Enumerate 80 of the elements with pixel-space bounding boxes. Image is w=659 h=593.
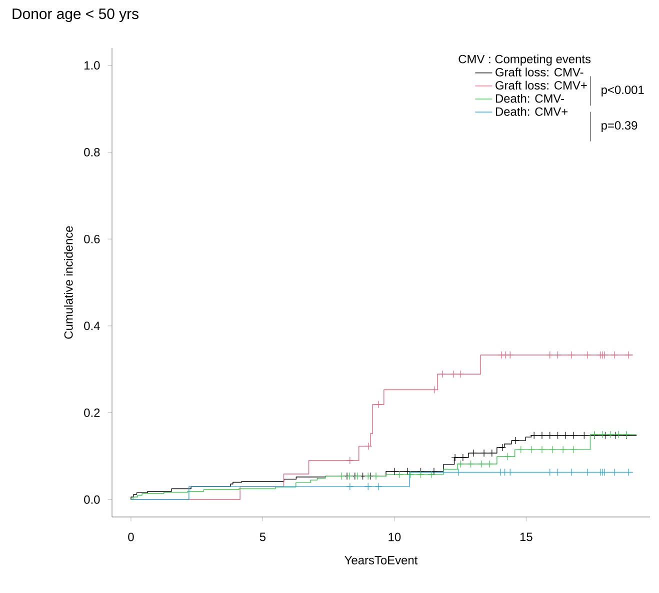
y-tick-label: 0.8 bbox=[84, 148, 100, 156]
point bbox=[485, 460, 494, 468]
point bbox=[530, 432, 538, 440]
point bbox=[598, 430, 606, 438]
point bbox=[406, 470, 414, 478]
point bbox=[346, 456, 354, 464]
point bbox=[480, 449, 488, 457]
annotation: p<0.001 bbox=[602, 86, 644, 96]
point bbox=[568, 351, 576, 359]
point bbox=[584, 351, 592, 359]
point bbox=[554, 432, 562, 440]
point bbox=[374, 482, 382, 490]
x-tick-label: 0 bbox=[128, 532, 134, 542]
point bbox=[396, 470, 404, 478]
point bbox=[546, 351, 554, 359]
point bbox=[580, 432, 588, 440]
point bbox=[614, 430, 622, 438]
point bbox=[562, 432, 570, 440]
point bbox=[548, 446, 556, 454]
point bbox=[346, 482, 354, 490]
point bbox=[450, 370, 458, 378]
point bbox=[517, 446, 525, 454]
point bbox=[374, 400, 382, 408]
point bbox=[364, 442, 372, 450]
y-axis-title: Cumulative incidence bbox=[64, 226, 73, 339]
point bbox=[610, 351, 618, 359]
point bbox=[430, 468, 438, 476]
y-tick-label: 1.0 bbox=[84, 61, 100, 70]
point bbox=[364, 472, 372, 480]
y-tick-label: 0.2 bbox=[84, 408, 100, 417]
point bbox=[346, 472, 354, 480]
point bbox=[528, 446, 536, 454]
point bbox=[338, 472, 346, 480]
x-tick-label: 5 bbox=[260, 532, 266, 542]
point bbox=[470, 449, 478, 457]
y-tick-label: 0.4 bbox=[84, 322, 100, 330]
point bbox=[502, 351, 510, 359]
point bbox=[598, 351, 606, 359]
point bbox=[416, 470, 425, 478]
point bbox=[504, 452, 512, 460]
point bbox=[538, 432, 546, 440]
point bbox=[372, 472, 380, 480]
chart-title: Donor age < 50 yrs bbox=[12, 8, 138, 22]
x-tick-label: 15 bbox=[520, 532, 532, 542]
point bbox=[467, 460, 475, 468]
y-tick-label: 0.0 bbox=[84, 495, 100, 504]
point bbox=[456, 370, 464, 378]
point bbox=[559, 446, 567, 454]
point bbox=[612, 432, 620, 440]
point bbox=[554, 351, 562, 359]
point bbox=[364, 482, 372, 490]
point bbox=[488, 449, 496, 457]
x-tick-label: 10 bbox=[388, 532, 401, 542]
point bbox=[498, 444, 506, 452]
point bbox=[354, 472, 362, 480]
legend-label: Death: CMV- bbox=[496, 94, 564, 103]
point bbox=[478, 460, 486, 468]
point bbox=[570, 432, 578, 440]
point bbox=[506, 351, 514, 359]
point bbox=[606, 430, 614, 438]
point bbox=[428, 470, 436, 478]
point bbox=[570, 446, 578, 454]
point bbox=[404, 468, 412, 476]
point bbox=[459, 454, 467, 462]
point bbox=[438, 370, 446, 378]
point bbox=[538, 446, 546, 454]
y-tick-label: 0.6 bbox=[84, 234, 100, 244]
point bbox=[456, 460, 464, 468]
point bbox=[390, 468, 398, 476]
x-axis-title: YearsToEvent bbox=[344, 556, 418, 564]
point bbox=[451, 454, 459, 462]
legend-label: Graft loss: CMV- bbox=[496, 68, 584, 76]
point bbox=[512, 436, 520, 444]
legend-label: Graft loss: CMV+ bbox=[496, 80, 587, 90]
point bbox=[601, 432, 610, 440]
point bbox=[546, 432, 554, 440]
annotation: p=0.39 bbox=[602, 121, 638, 132]
legend-label: Death: CMV+ bbox=[496, 107, 568, 116]
legend-title: CMV : Competing events bbox=[458, 54, 591, 66]
point bbox=[624, 351, 632, 359]
